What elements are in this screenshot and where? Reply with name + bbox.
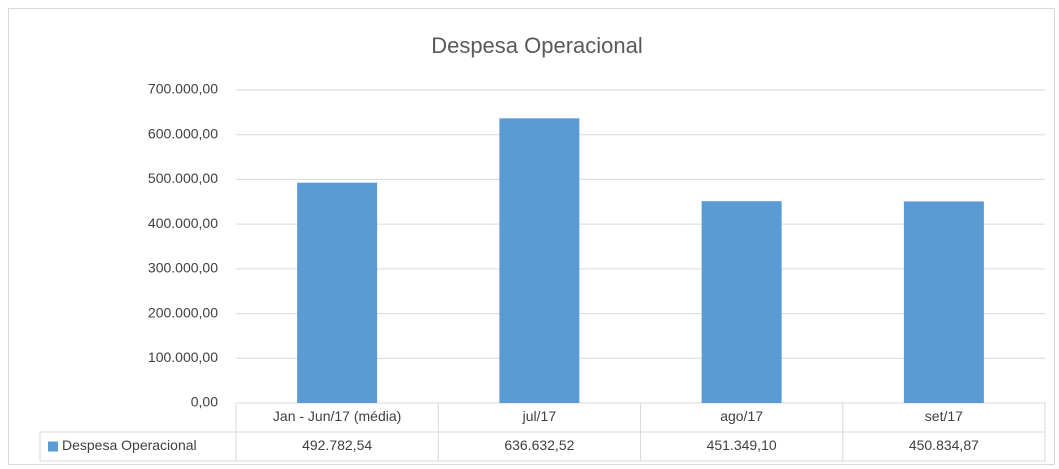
bar [499, 118, 580, 403]
value-label: 492.782,54 [302, 437, 372, 453]
y-tick-label: 0,00 [191, 394, 218, 410]
x-tick-label: ago/17 [720, 408, 763, 424]
value-label: 451.349,10 [707, 437, 777, 453]
value-label: 450.834,87 [909, 437, 979, 453]
legend-swatch [48, 441, 58, 452]
value-label: 636.632,52 [504, 437, 574, 453]
x-tick-label: jul/17 [522, 408, 557, 424]
y-tick-label: 300.000,00 [148, 260, 218, 276]
bar [297, 182, 378, 403]
y-tick-label: 600.000,00 [148, 125, 218, 141]
bar [701, 201, 782, 403]
legend-label: Despesa Operacional [62, 437, 197, 453]
y-tick-label: 700.000,00 [148, 81, 218, 97]
x-tick-label: set/17 [925, 408, 963, 424]
y-tick-label: 500.000,00 [148, 170, 218, 186]
chart-title: Despesa Operacional [431, 33, 643, 58]
y-tick-label: 200.000,00 [148, 304, 218, 320]
x-tick-label: Jan - Jun/17 (média) [273, 408, 401, 424]
y-tick-label: 400.000,00 [148, 215, 218, 231]
bar [903, 201, 984, 403]
y-tick-label: 100.000,00 [148, 349, 218, 365]
